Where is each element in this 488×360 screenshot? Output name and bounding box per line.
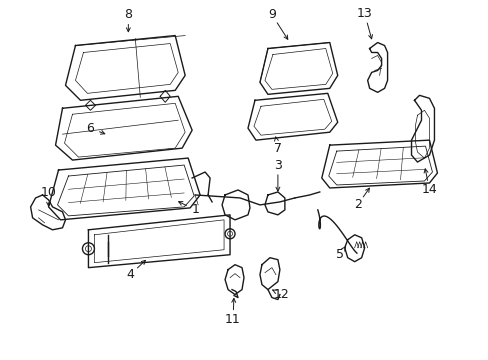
Polygon shape bbox=[48, 158, 200, 220]
Text: 3: 3 bbox=[273, 158, 281, 172]
Text: 5: 5 bbox=[335, 248, 343, 261]
Text: 11: 11 bbox=[224, 313, 241, 326]
Text: 12: 12 bbox=[273, 288, 289, 301]
Text: 8: 8 bbox=[124, 8, 132, 21]
Polygon shape bbox=[65, 36, 185, 100]
Polygon shape bbox=[56, 96, 192, 160]
Text: 14: 14 bbox=[421, 184, 436, 197]
Text: 13: 13 bbox=[356, 7, 372, 20]
Text: 2: 2 bbox=[353, 198, 361, 211]
Text: 6: 6 bbox=[86, 122, 94, 135]
Text: 7: 7 bbox=[273, 141, 281, 155]
Text: 1: 1 bbox=[191, 203, 199, 216]
Polygon shape bbox=[321, 140, 437, 188]
Text: 10: 10 bbox=[41, 186, 57, 199]
Polygon shape bbox=[247, 93, 337, 140]
Polygon shape bbox=[260, 42, 337, 94]
Text: 9: 9 bbox=[267, 8, 275, 21]
Text: 4: 4 bbox=[126, 268, 134, 281]
